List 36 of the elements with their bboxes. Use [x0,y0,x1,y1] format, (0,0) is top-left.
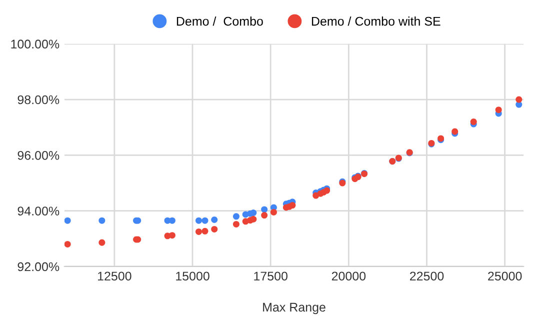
point [168,217,176,224]
point [202,217,208,224]
legend-label: Demo / Combo with SE [312,16,440,26]
point [64,217,71,224]
point [261,206,268,213]
y-tick-label: 100.00% [11,40,60,49]
point [202,228,208,234]
x-tick-label: 12500 [98,272,132,281]
point [98,217,106,224]
point [195,228,202,235]
point [64,240,71,248]
point [232,220,240,228]
point [98,239,106,246]
x-tick-label: 25000 [488,272,522,281]
point [232,213,240,220]
y-tick-label: 98.00% [18,95,60,104]
x-tick-label: 15000 [176,272,210,281]
x-tick-label: 22500 [410,272,444,281]
point [250,210,257,216]
point [195,217,202,224]
point [250,216,257,222]
point [495,106,502,114]
point [289,202,296,209]
y-tick-label: 96.00% [18,150,60,160]
x-axis-title: Max Range [263,302,326,314]
x-tick-label: 20000 [332,272,366,281]
point [168,232,176,239]
y-tick-label: 92.00% [18,262,60,272]
point [516,96,522,103]
x-tick-label: 17500 [254,272,288,281]
y-tick-label: 94.00% [18,206,60,216]
point [211,216,218,224]
point [261,212,268,219]
point [211,226,218,232]
legend-label: Demo / Combo [176,16,263,26]
point [270,208,277,216]
